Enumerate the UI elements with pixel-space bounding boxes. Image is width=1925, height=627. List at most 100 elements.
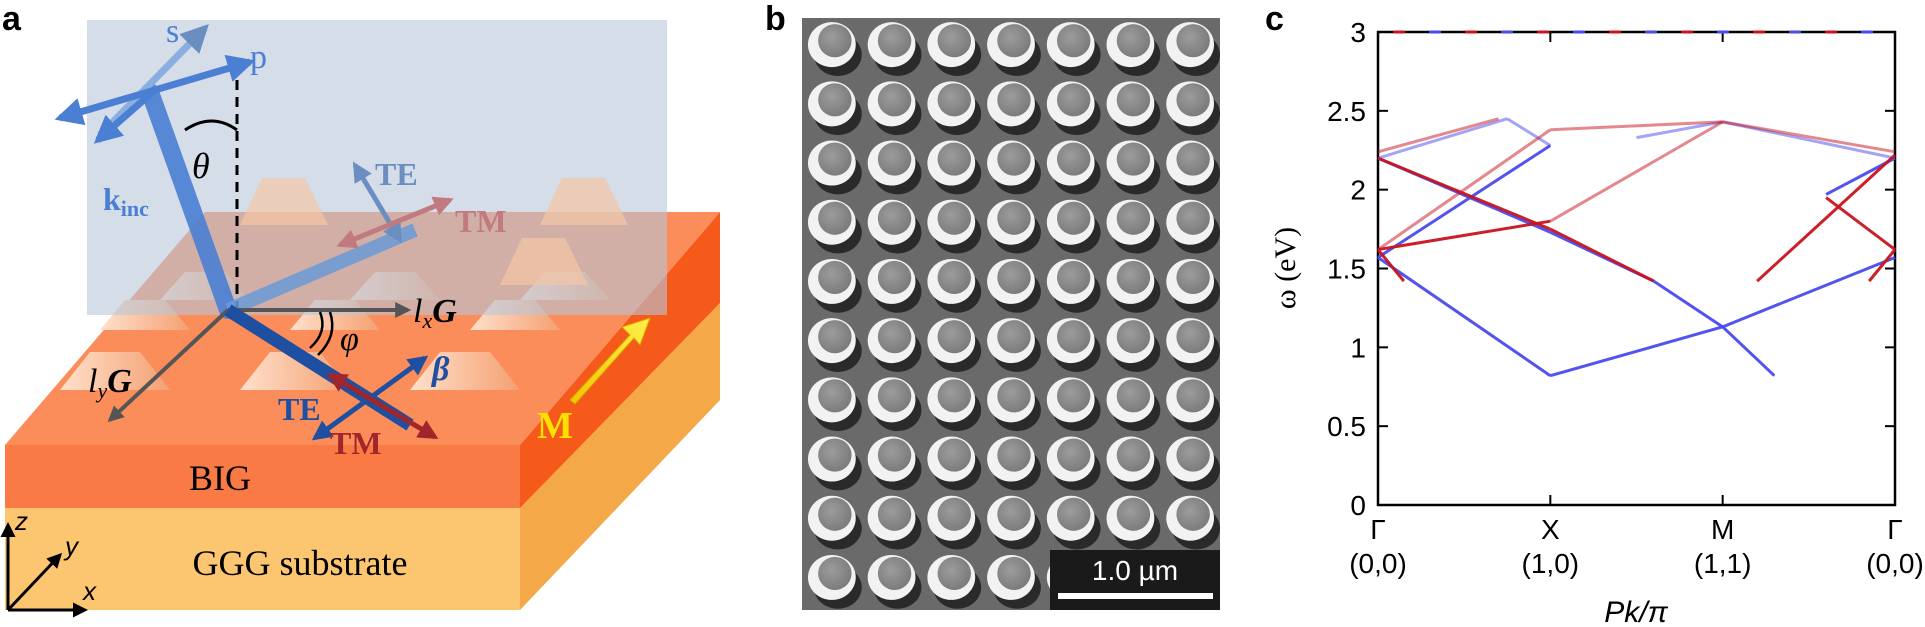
y-tick-label: 2.5 bbox=[1327, 96, 1366, 127]
sem-hole bbox=[807, 377, 862, 432]
substrate-label: GGG substrate bbox=[193, 543, 408, 583]
band-lines bbox=[1376, 117, 1897, 378]
sem-hole bbox=[807, 81, 862, 136]
sem-hole bbox=[1046, 81, 1101, 136]
sem-hole bbox=[1046, 318, 1101, 372]
sem-hole bbox=[807, 436, 862, 491]
cone bbox=[240, 178, 328, 225]
sem-hole bbox=[1106, 495, 1161, 550]
cone bbox=[540, 178, 628, 225]
red-band bbox=[1550, 120, 1723, 132]
blue-band bbox=[1377, 117, 1508, 160]
sem-hole bbox=[1046, 258, 1101, 313]
coordinate-axes: z y x bbox=[0, 506, 97, 618]
cone-array-back bbox=[240, 178, 628, 285]
red-band bbox=[1377, 156, 1551, 231]
sem-hole bbox=[807, 22, 862, 76]
sem-hole bbox=[1106, 377, 1161, 432]
axis-ticks: 00.511.522.53Γ(0,0)X(1,0)M(1,1)Γ(0,0) bbox=[1327, 17, 1924, 579]
blue-band bbox=[1549, 325, 1724, 378]
sem-hole bbox=[987, 495, 1041, 550]
sem-hole bbox=[987, 377, 1041, 432]
blue-band bbox=[1721, 325, 1776, 377]
red-band bbox=[1377, 117, 1500, 154]
y-tick-label: 0.5 bbox=[1327, 411, 1366, 442]
sem-hole bbox=[867, 140, 922, 195]
sem-hole bbox=[1046, 436, 1101, 491]
plot-frame bbox=[1376, 30, 1897, 507]
sem-hole bbox=[927, 258, 982, 313]
incident-beam bbox=[141, 83, 237, 319]
sem-hole bbox=[1166, 81, 1220, 136]
x-tick-symbol: M bbox=[1711, 514, 1734, 545]
sem-hole bbox=[927, 377, 982, 432]
phi-arc-2 bbox=[317, 311, 334, 356]
sem-hole bbox=[807, 258, 862, 313]
sem-hole bbox=[867, 495, 922, 550]
sem-hole bbox=[1166, 318, 1220, 372]
k-inc-label: kinc bbox=[103, 181, 149, 221]
red-band bbox=[1867, 248, 1897, 283]
sem-hole-array bbox=[807, 22, 1220, 609]
phi-arc bbox=[309, 311, 324, 349]
sem-hole bbox=[927, 81, 982, 136]
red-band bbox=[1549, 120, 1724, 223]
sem-hole bbox=[1106, 22, 1161, 76]
x-tick-symbol: Γ bbox=[1887, 514, 1902, 545]
blue-band bbox=[1652, 279, 1724, 329]
red-band bbox=[1377, 128, 1552, 251]
p-polarization-arrow-2 bbox=[93, 87, 158, 144]
sem-hole bbox=[1046, 199, 1101, 254]
sem-hole bbox=[867, 22, 922, 76]
red-band bbox=[1825, 196, 1896, 251]
sem-hole bbox=[927, 140, 982, 195]
te-top-label: TE bbox=[375, 156, 418, 192]
scale-bar-label: 1.0 µm bbox=[1092, 555, 1178, 586]
substrate-block bbox=[5, 303, 720, 610]
tm-arrow-top bbox=[336, 196, 454, 249]
sem-hole bbox=[1166, 22, 1220, 76]
big-label: BIG bbox=[189, 458, 251, 498]
x-tick-coord: (1,1) bbox=[1694, 548, 1752, 579]
sem-hole bbox=[987, 436, 1041, 491]
m-label: M bbox=[537, 405, 573, 447]
sem-hole bbox=[807, 140, 862, 195]
sem-hole bbox=[927, 554, 982, 609]
sem-hole bbox=[987, 554, 1041, 609]
sem-hole bbox=[807, 318, 862, 372]
sem-hole bbox=[1166, 258, 1220, 313]
sem-hole bbox=[867, 199, 922, 254]
sem-hole bbox=[867, 81, 922, 136]
sem-hole bbox=[1046, 22, 1101, 76]
panel-label-b: b bbox=[765, 0, 786, 38]
blue-band bbox=[1722, 256, 1896, 329]
scale-bar-box bbox=[1050, 550, 1220, 610]
x-tick-coord: (1,0) bbox=[1522, 548, 1580, 579]
x-tick-symbol: Γ bbox=[1370, 514, 1385, 545]
axis-z-label: z bbox=[14, 506, 28, 536]
y-tick-label: 3 bbox=[1350, 17, 1366, 48]
sem-hole bbox=[1166, 140, 1220, 195]
sem-hole bbox=[1106, 436, 1161, 491]
sem-hole bbox=[927, 436, 982, 491]
te-bottom-label: TE bbox=[278, 391, 321, 427]
red-band bbox=[1722, 120, 1896, 154]
magnetization-arrow bbox=[569, 317, 651, 405]
sem-hole bbox=[1106, 318, 1161, 372]
y-axis-label-text: ω (eV) bbox=[1269, 227, 1302, 309]
sem-hole bbox=[1166, 495, 1220, 550]
tm-arrow-bottom bbox=[326, 372, 439, 440]
sem-hole bbox=[867, 554, 922, 609]
scale-bar bbox=[1058, 593, 1213, 599]
sem-hole bbox=[867, 377, 922, 432]
sem-hole bbox=[927, 495, 982, 550]
s-label: s bbox=[166, 13, 179, 50]
y-tick-label: 1 bbox=[1350, 332, 1366, 363]
sem-hole bbox=[1046, 495, 1101, 550]
x-axis-label: Pk/π bbox=[1604, 596, 1668, 627]
lyg-label: lyG bbox=[88, 363, 132, 403]
sem-hole bbox=[987, 199, 1041, 254]
phi-label: φ bbox=[340, 321, 359, 358]
tm-bottom-label: TM bbox=[330, 425, 382, 461]
